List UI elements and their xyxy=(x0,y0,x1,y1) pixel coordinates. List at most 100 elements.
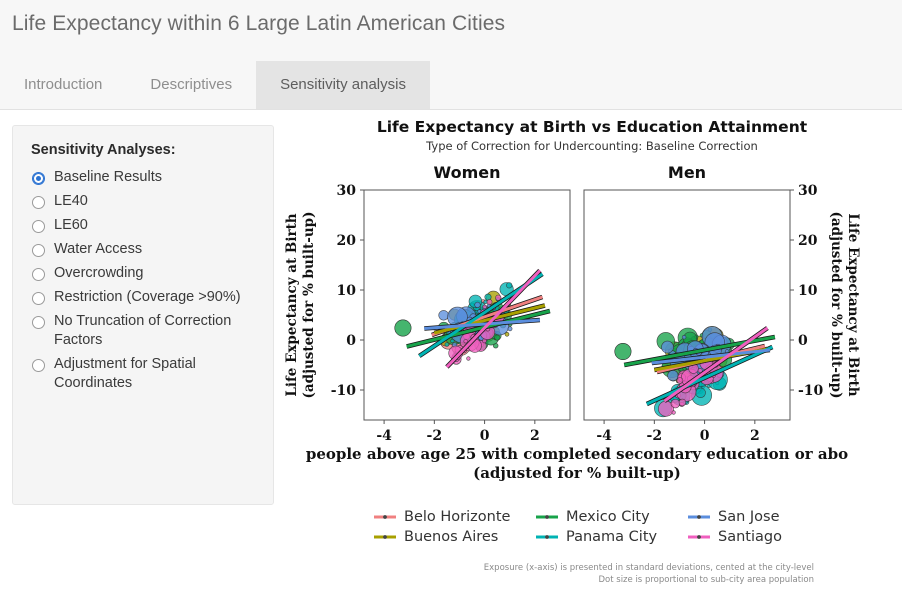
scatter-point xyxy=(450,338,455,344)
scatter-point xyxy=(394,319,412,337)
x-axis-label-line1: people above age 25 with completed secon… xyxy=(306,445,848,463)
y-axis-label-line: Life Expectancy at Birth xyxy=(284,213,300,396)
y-tick-label: 20 xyxy=(798,233,818,249)
y-tick-label: 10 xyxy=(798,283,818,299)
regression-line xyxy=(663,326,769,403)
y-tick-label: -10 xyxy=(331,383,357,399)
y-axis-label-line: (adjusted for % built-up) xyxy=(301,212,317,399)
x-tick-label: -2 xyxy=(647,428,663,444)
plot-frame xyxy=(363,189,571,421)
sensitivity-analyses-panel: Sensitivity Analyses: Baseline Results LE… xyxy=(12,125,274,505)
panel-title: Men xyxy=(668,163,706,182)
legend-label: Mexico City xyxy=(566,509,650,525)
plot-inner xyxy=(394,268,551,369)
legend-item[interactable]: Mexico City xyxy=(536,509,650,525)
app-header: Life Expectancy within 6 Large Latin Ame… xyxy=(0,0,902,110)
legend-swatch-dot xyxy=(697,535,701,539)
legend-label: Panama City xyxy=(566,529,658,545)
scatter-point xyxy=(695,387,706,398)
radio-button-icon[interactable] xyxy=(32,196,45,209)
panel-men: Men -4 -2 0 2 -10 0 10 20 30 xyxy=(583,163,824,444)
regression-lines xyxy=(406,268,551,369)
legend-swatch-dot xyxy=(545,515,549,519)
regression-line xyxy=(651,348,771,365)
radio-option-4[interactable]: Overcrowding xyxy=(31,264,255,283)
scatter-point xyxy=(504,332,510,337)
sensitivity-radio-group[interactable]: Baseline Results LE40 LE60 Water Access Over… xyxy=(31,168,255,393)
regression-line xyxy=(406,309,551,348)
radio-option-1[interactable]: LE40 xyxy=(31,192,255,211)
radio-option-3[interactable]: Water Access xyxy=(31,240,255,259)
y-tick-label: 20 xyxy=(337,233,357,249)
legend-item[interactable]: Belo Horizonte xyxy=(374,509,510,525)
radio-option-label: Overcrowding xyxy=(54,265,144,281)
legend-item[interactable]: Panama City xyxy=(536,529,658,545)
body-area: Sensitivity Analyses: Baseline Results LE… xyxy=(0,110,902,611)
scatter-point xyxy=(678,398,687,407)
y-tick-label: 0 xyxy=(346,333,356,349)
radio-option-label: No Truncation of Correction Factors xyxy=(54,313,232,348)
legend-label: San Jose xyxy=(718,509,780,525)
tab-introduction[interactable]: Introduction xyxy=(24,76,103,93)
tab-sensitivity-analysis[interactable]: Sensitivity analysis xyxy=(256,61,430,109)
x-tick-label: 2 xyxy=(530,428,540,444)
radio-button-icon[interactable] xyxy=(32,359,45,372)
radio-option-7[interactable]: Adjustment for Spatial Coordinates xyxy=(31,355,255,393)
panel-women: Women -4 -2 0 2 -10 0 10 20 30 xyxy=(331,163,571,444)
regression-line xyxy=(445,269,541,369)
scatter-point xyxy=(507,326,513,332)
legend-item[interactable]: Santiago xyxy=(688,529,782,545)
x-axis-label-line2: (adjusted for % built-up) xyxy=(473,464,681,482)
scatter-point xyxy=(438,310,449,321)
legend-label: Santiago xyxy=(718,529,782,545)
sidebar-heading: Sensitivity Analyses: xyxy=(31,142,176,158)
radio-option-5[interactable]: Restriction (Coverage >90%) xyxy=(31,288,255,307)
page-title: Life Expectancy within 6 Large Latin Ame… xyxy=(12,12,506,35)
radio-button-icon[interactable] xyxy=(32,292,45,305)
regression-line xyxy=(433,304,546,335)
radio-option-label: Adjustment for Spatial Coordinates xyxy=(54,356,196,391)
legend-item[interactable]: Buenos Aires xyxy=(374,529,498,545)
x-tick-label: 0 xyxy=(480,428,490,444)
radio-option-label: LE40 xyxy=(54,193,88,209)
chart-title: Life Expectancy at Birth vs Education At… xyxy=(377,118,808,136)
legend-swatch-dot xyxy=(383,515,387,519)
scatter-point xyxy=(495,294,502,301)
scatter-point xyxy=(614,343,632,361)
legend-swatch-dot xyxy=(697,515,701,519)
life-expectancy-scatter-chart: Life Expectancy at Birth vs Education At… xyxy=(284,118,861,585)
scatter-point xyxy=(474,301,481,308)
regression-lines xyxy=(623,326,776,407)
legend-item[interactable]: San Jose xyxy=(688,509,780,525)
radio-option-2[interactable]: LE60 xyxy=(31,216,255,235)
legend-label: Buenos Aires xyxy=(404,529,498,545)
radio-button-icon[interactable] xyxy=(32,244,45,257)
legend-swatch-dot xyxy=(383,535,387,539)
radio-option-label: Baseline Results xyxy=(54,169,162,185)
radio-button-icon[interactable] xyxy=(32,220,45,233)
radio-button-icon[interactable] xyxy=(32,268,45,281)
chart-legend: Belo Horizonte Buenos Aires Mexico City Pan… xyxy=(374,509,782,545)
chart-caption-line2: Dot size is proportional to sub-city are… xyxy=(598,575,814,585)
y-axis-label-line: Life Expectancy at Birth xyxy=(845,213,861,396)
radio-option-0[interactable]: Baseline Results xyxy=(31,168,255,187)
radio-option-label: LE60 xyxy=(54,217,88,233)
radio-option-label: Restriction (Coverage >90%) xyxy=(54,289,241,305)
chart-area: Life Expectancy at Birth vs Education At… xyxy=(274,110,902,611)
scatter-point xyxy=(681,335,687,340)
radio-button-icon[interactable] xyxy=(32,172,45,185)
scatter-point xyxy=(482,304,487,310)
regression-line xyxy=(424,318,541,330)
scatter-point xyxy=(494,334,501,341)
chart-caption-line1: Exposure (x-axis) is presented in standa… xyxy=(484,563,814,573)
x-tick-label: -4 xyxy=(376,428,392,444)
y-tick-label: 0 xyxy=(798,333,808,349)
plot-inner xyxy=(614,325,776,418)
scatter-point xyxy=(661,340,674,354)
chart-subtitle: Type of Correction for Undercounting: Ba… xyxy=(425,139,758,153)
x-tick-label: 0 xyxy=(700,428,710,444)
y-tick-label: 30 xyxy=(798,183,818,199)
radio-option-6[interactable]: No Truncation of Correction Factors xyxy=(31,312,255,350)
tab-descriptives[interactable]: Descriptives xyxy=(150,76,233,93)
radio-button-icon[interactable] xyxy=(32,316,45,329)
